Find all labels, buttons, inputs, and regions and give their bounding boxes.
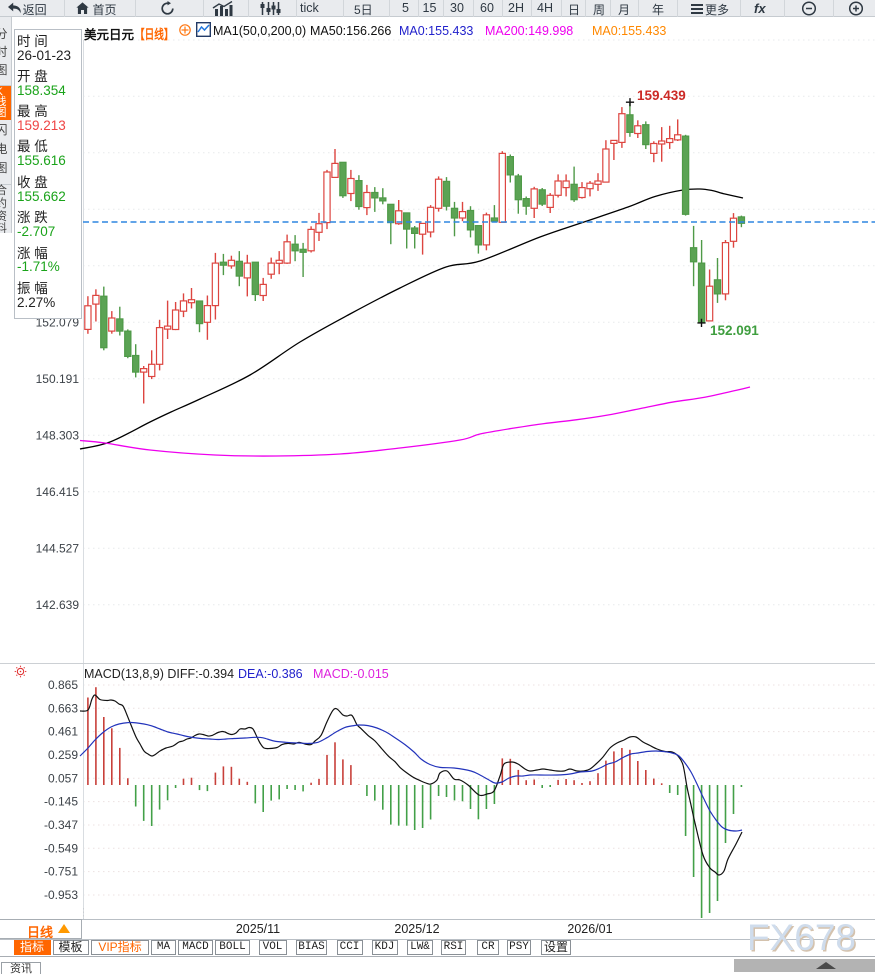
svg-text:-0.347: -0.347 <box>44 818 78 832</box>
svg-text:-0.953: -0.953 <box>44 888 78 902</box>
svg-text:144.527: 144.527 <box>36 541 80 555</box>
svg-text:142.639: 142.639 <box>36 598 80 612</box>
svg-text:0.461: 0.461 <box>48 725 78 739</box>
svg-text:MACD:-0.015: MACD:-0.015 <box>313 667 389 681</box>
svg-text:-0.145: -0.145 <box>44 795 78 809</box>
svg-text:FX678: FX678 <box>747 917 856 958</box>
svg-text:152.091: 152.091 <box>710 323 759 338</box>
svg-text:-0.751: -0.751 <box>44 865 78 879</box>
svg-text:150.191: 150.191 <box>36 372 80 386</box>
svg-text:148.303: 148.303 <box>36 428 80 442</box>
svg-text:MACD(13,8,9) DIFF:-0.394: MACD(13,8,9) DIFF:-0.394 <box>84 667 234 681</box>
svg-text:0.259: 0.259 <box>48 748 78 762</box>
svg-text:146.415: 146.415 <box>36 485 80 499</box>
svg-text:0.865: 0.865 <box>48 678 78 692</box>
svg-text:0.057: 0.057 <box>48 771 78 785</box>
svg-text:DEA:-0.386: DEA:-0.386 <box>238 667 303 681</box>
svg-text:2026/01: 2026/01 <box>567 922 612 936</box>
svg-text:159.439: 159.439 <box>637 88 686 103</box>
svg-text:0.663: 0.663 <box>48 701 78 715</box>
svg-text:2025/11: 2025/11 <box>236 922 280 936</box>
svg-text:-0.549: -0.549 <box>44 841 78 855</box>
svg-text:2025/12: 2025/12 <box>394 922 439 936</box>
